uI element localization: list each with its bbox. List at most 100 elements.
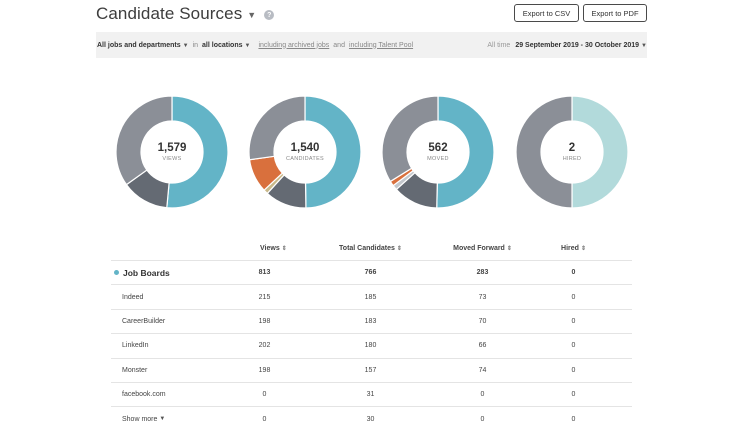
sources-table: Views ⇕ Total Candidates ⇕ Moved Forward ⇕ …	[111, 236, 632, 431]
table-row: facebook.com 0 31 0 0	[111, 381, 632, 406]
donut-segment[interactable]	[304, 96, 361, 208]
donut-value: 562	[428, 142, 448, 154]
table-row: CareerBuilder 198 183 70 0	[111, 308, 632, 333]
sort-icon: ⇕	[580, 245, 586, 252]
export-csv-button[interactable]: Export to CSV	[514, 4, 579, 22]
hired-donut-ring	[516, 96, 628, 208]
views-donut-ring	[116, 96, 228, 208]
views-donut: 1,579 VIEWS	[116, 96, 228, 208]
locations-filter[interactable]: all locations ▼	[202, 42, 250, 49]
chevron-down-icon: ▼	[159, 416, 166, 423]
chevron-down-icon: ▼	[244, 42, 251, 49]
filter-bar: All jobs and departments ▼ in all locatio…	[96, 32, 647, 58]
group-name: Job Boards	[123, 267, 170, 278]
donut-value: 2	[568, 142, 576, 154]
views-column-header[interactable]: Views ⇕	[238, 245, 291, 252]
moved-column-header[interactable]: Moved Forward ⇕	[450, 245, 515, 252]
date-range-label: 29 September 2019 - 30 October 2019	[515, 41, 640, 49]
views-cell: 202	[258, 342, 271, 350]
candidates-donut-ring	[249, 96, 361, 208]
locations-filter-label: all locations	[202, 41, 243, 49]
page-header: Candidate Sources ▼ ?	[96, 4, 275, 24]
show-more-link[interactable]: Show more ▼	[111, 416, 238, 423]
candidates-column-header[interactable]: Total Candidates ⇕	[291, 245, 450, 252]
source-name: LinkedIn	[122, 342, 149, 350]
export-pdf-button[interactable]: Export to PDF	[583, 4, 647, 22]
column-label: Moved Forward	[453, 244, 505, 252]
date-range-picker[interactable]: 29 September 2019 - 30 October 2019 ▼	[515, 42, 647, 49]
candidates-donut: 1,540 CANDIDATES	[249, 96, 361, 208]
hired-cell: 0	[571, 293, 576, 301]
source-name: CareerBuilder	[122, 317, 166, 325]
in-text: in	[192, 41, 199, 49]
table-row: Monster 198 157 74 0	[111, 357, 632, 382]
donut-segment[interactable]	[249, 96, 306, 161]
moved-donut: 562 MOVED	[382, 96, 494, 208]
donut-value: 1,540	[290, 142, 320, 154]
moved-donut-ring	[382, 96, 494, 208]
time-label: All time	[487, 41, 511, 49]
hired-cell: 0	[571, 269, 576, 277]
hired-cell: 0	[571, 342, 576, 350]
donut-label: MOVED	[427, 156, 449, 162]
moved-cell: 283	[476, 269, 489, 277]
moved-cell: 74	[478, 366, 487, 374]
candidates-cell: 183	[364, 317, 377, 325]
views-cell: 198	[258, 317, 271, 325]
and-text: and	[333, 41, 345, 49]
candidates-cell: 157	[364, 366, 377, 374]
moved-cell: 73	[478, 293, 487, 301]
donut-segment[interactable]	[116, 96, 173, 186]
donut-segment[interactable]	[516, 96, 573, 208]
moved-cell: 70	[478, 317, 487, 325]
show-more-label: Show more	[122, 415, 158, 423]
table-row: Indeed 215 185 73 0	[111, 284, 632, 308]
donut-label: HIRED	[562, 156, 582, 162]
help-icon[interactable]: ?	[264, 10, 275, 20]
views-cell: 813	[258, 269, 271, 277]
hired-cell: 0	[571, 391, 576, 399]
jobs-filter-label: All jobs and departments	[97, 41, 181, 49]
archived-jobs-link[interactable]: including archived jobs	[258, 41, 330, 49]
candidates-cell: 766	[364, 269, 377, 277]
views-cell: 198	[258, 366, 271, 374]
chevron-down-icon[interactable]: ▼	[247, 10, 257, 20]
donut-value: 1,579	[157, 142, 187, 154]
column-label: Views	[260, 244, 280, 252]
sort-icon: ⇕	[506, 245, 512, 252]
moved-cell: 0	[480, 415, 485, 423]
hired-donut: 2 HIRED	[516, 96, 628, 208]
talent-pool-link[interactable]: including Talent Pool	[348, 41, 414, 49]
group-color-dot	[114, 270, 119, 276]
chevron-down-icon: ▼	[641, 42, 647, 49]
donut-segment[interactable]	[436, 96, 494, 208]
candidates-cell: 30	[366, 415, 375, 423]
column-label: Total Candidates	[339, 244, 395, 252]
source-name: facebook.com	[122, 391, 166, 399]
donut-segment[interactable]	[166, 96, 228, 208]
jobs-filter[interactable]: All jobs and departments ▼	[97, 42, 189, 49]
sort-icon: ⇕	[281, 245, 287, 252]
source-name: Indeed	[122, 293, 144, 301]
table-header: Views ⇕ Total Candidates ⇕ Moved Forward ⇕ …	[111, 236, 632, 260]
moved-cell: 0	[480, 391, 485, 399]
views-cell: 0	[262, 391, 267, 399]
column-label: Hired	[561, 244, 579, 252]
candidates-cell: 31	[366, 391, 375, 399]
source-name: Monster	[122, 366, 148, 374]
donut-label: VIEWS	[162, 156, 182, 162]
donut-segment[interactable]	[571, 96, 628, 208]
donut-segment[interactable]	[382, 96, 439, 183]
donut-label: CANDIDATES	[285, 156, 325, 162]
page-title: Candidate Sources	[96, 4, 243, 23]
hired-column-header[interactable]: Hired ⇕	[515, 245, 632, 252]
hired-cell: 0	[571, 415, 576, 423]
sort-icon: ⇕	[396, 245, 402, 252]
views-cell: 215	[258, 293, 271, 301]
hired-cell: 0	[571, 366, 576, 374]
hired-cell: 0	[571, 317, 576, 325]
group-row-job-boards[interactable]: Job Boards 813 766 283 0	[111, 260, 632, 284]
views-cell: 0	[262, 415, 267, 423]
candidates-cell: 185	[364, 293, 377, 301]
moved-cell: 66	[478, 342, 487, 350]
